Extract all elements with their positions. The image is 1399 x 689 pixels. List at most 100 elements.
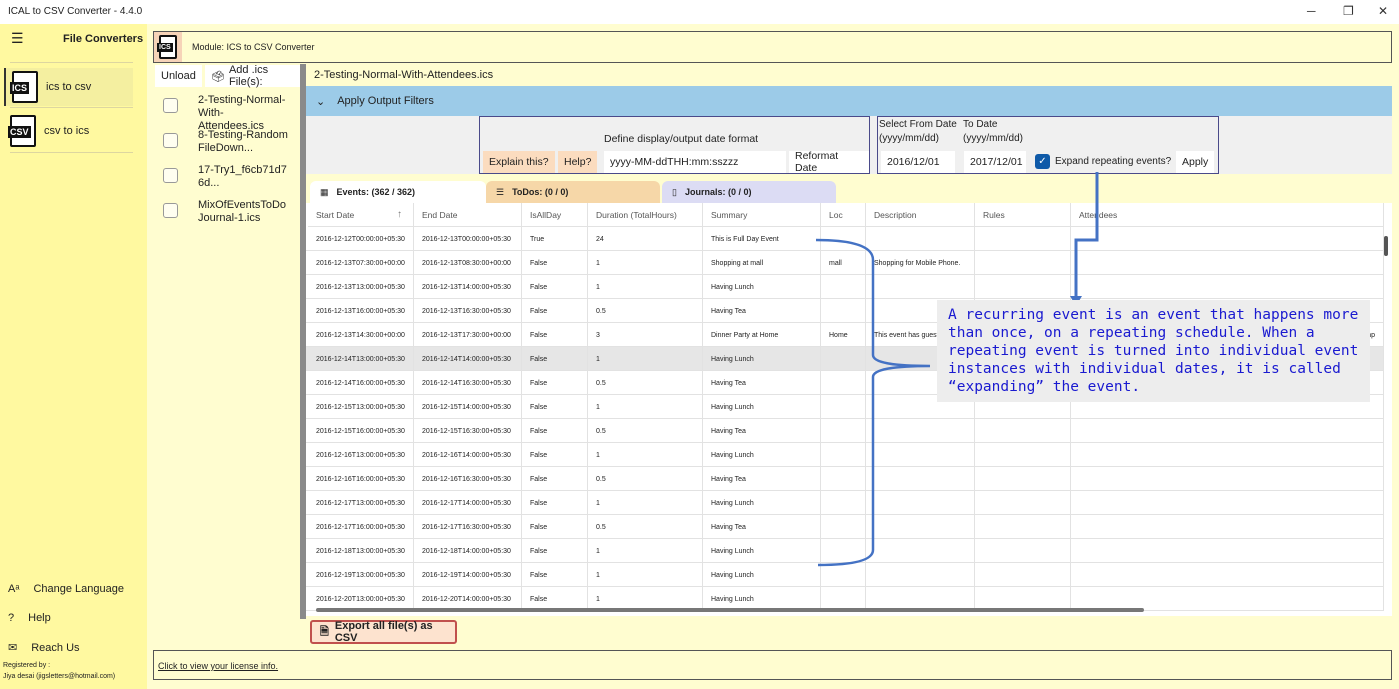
column-header[interactable]: Loc	[821, 203, 866, 227]
registered-label: Registered by :	[3, 662, 51, 669]
help-button[interactable]: Help?	[558, 151, 598, 173]
ics-module-icon: ICS	[157, 35, 177, 59]
apply-button[interactable]: Apply	[1176, 151, 1215, 173]
column-header[interactable]: Description	[866, 203, 975, 227]
column-header[interactable]: End Date	[414, 203, 522, 227]
table-cell: Dinner Party at Home	[703, 323, 821, 347]
table-cell: False	[522, 587, 588, 611]
table-row[interactable]: 2016-12-17T16:00:00+05:30 2016-12-17T16:3…	[306, 515, 1384, 539]
table-cell	[975, 587, 1071, 611]
table-cell: 0.5	[588, 299, 703, 323]
table-cell	[821, 491, 866, 515]
table-cell: 1	[588, 395, 703, 419]
sidebar-item-csv-to-ics[interactable]: CSV csv to ics	[4, 112, 133, 150]
from-date-label: Select From Date	[879, 119, 957, 130]
sidebar-item-ics-to-csv[interactable]: ICS ics to csv	[4, 68, 133, 106]
restore-button[interactable]: ❐	[1343, 4, 1354, 18]
table-cell: Having Lunch	[703, 563, 821, 587]
date-format-input[interactable]: yyyy-MM-ddTHH:mm:sszzz	[604, 151, 786, 173]
table-cell: 0.5	[588, 371, 703, 395]
table-cell	[821, 539, 866, 563]
license-link[interactable]: Click to view your license info.	[158, 661, 279, 671]
annotation-brace	[815, 238, 931, 567]
table-cell: Having Tea	[703, 371, 821, 395]
table-row[interactable]: 2016-12-13T13:00:00+05:30 2016-12-13T14:0…	[306, 275, 1384, 299]
table-cell: 2016-12-16T14:00:00+05:30	[414, 443, 522, 467]
change-language-button[interactable]: Aᵃ Change Language	[8, 583, 124, 595]
table-row[interactable]: 2016-12-15T13:00:00+05:30 2016-12-15T14:0…	[306, 395, 1384, 419]
file-item[interactable]: 2-Testing-Normal-With-Attendees.ics	[163, 94, 288, 133]
column-header[interactable]: Duration (TotalHours)	[588, 203, 703, 227]
file-checkbox[interactable]	[163, 168, 178, 183]
column-header[interactable]: Summary	[703, 203, 821, 227]
apply-output-filters-toggle[interactable]: ⌄ Apply Output Filters	[306, 86, 1392, 116]
table-cell	[866, 419, 975, 443]
panel-splitter[interactable]	[300, 64, 306, 619]
table-row[interactable]: 2016-12-13T07:30:00+00:00 2016-12-13T08:3…	[306, 251, 1384, 275]
ics-file-icon: ICS	[10, 71, 38, 103]
add-ics-files-button[interactable]: 🗳 Add .ics File(s):	[205, 64, 300, 88]
tab-todos[interactable]: ☰ ToDos: (0 / 0)	[486, 181, 660, 203]
module-title: Module: ICS to CSV Converter	[192, 42, 315, 52]
table-cell	[1071, 419, 1384, 443]
table-cell: Having Tea	[703, 299, 821, 323]
table-cell	[975, 395, 1071, 419]
table-row[interactable]: 2016-12-17T13:00:00+05:30 2016-12-17T14:0…	[306, 491, 1384, 515]
table-cell	[1071, 467, 1384, 491]
minimize-button[interactable]: ─	[1307, 4, 1316, 18]
file-item[interactable]: MixOfEventsToDoJournal-1.ics	[163, 199, 288, 225]
table-row[interactable]: 2016-12-16T13:00:00+05:30 2016-12-16T14:0…	[306, 443, 1384, 467]
table-cell	[821, 275, 866, 299]
table-row[interactable]: 2016-12-12T00:00:00+05:30 2016-12-13T00:0…	[306, 227, 1384, 251]
language-icon: Aᵃ	[8, 583, 20, 595]
vertical-scrollbar[interactable]	[1384, 236, 1388, 256]
table-cell	[821, 419, 866, 443]
table-cell	[866, 563, 975, 587]
table-cell	[1071, 443, 1384, 467]
table-cell: 2016-12-17T13:00:00+05:30	[308, 491, 414, 515]
column-header[interactable]: Rules	[975, 203, 1071, 227]
file-name: MixOfEventsToDoJournal-1.ics	[198, 199, 287, 224]
reach-us-button[interactable]: ✉ Reach Us	[8, 641, 80, 655]
file-name: 17-Try1_f6cb71d76d...	[198, 164, 287, 189]
horizontal-scrollbar[interactable]	[316, 608, 1144, 612]
table-cell	[1071, 587, 1384, 611]
file-checkbox[interactable]	[163, 133, 178, 148]
table-row[interactable]: 2016-12-14T16:00:00+05:30 2016-12-14T16:3…	[306, 371, 1384, 395]
file-checkbox[interactable]	[163, 98, 178, 113]
file-item[interactable]: 8-Testing-RandomFileDown...	[163, 129, 288, 155]
table-cell: 2016-12-12T00:00:00+05:30	[308, 227, 414, 251]
chevron-down-icon: ⌄	[316, 95, 326, 108]
sidebar-item-label: csv to ics	[44, 125, 90, 137]
column-header[interactable]: IsAllDay	[522, 203, 588, 227]
sort-ascending-icon[interactable]: ↑	[397, 209, 402, 220]
to-date-input[interactable]: 2017/12/01	[964, 151, 1026, 173]
table-row[interactable]: 2016-12-18T13:00:00+05:30 2016-12-18T14:0…	[306, 539, 1384, 563]
expand-repeating-checkbox[interactable]: ✓	[1035, 154, 1050, 169]
close-button[interactable]: ✕	[1378, 4, 1389, 18]
table-row[interactable]: 2016-12-19T13:00:00+05:30 2016-12-19T14:0…	[306, 563, 1384, 587]
column-header[interactable]: Start Date	[308, 203, 414, 227]
table-cell: 2016-12-20T13:00:00+05:30	[308, 587, 414, 611]
table-cell	[975, 515, 1071, 539]
table-cell: 2016-12-16T16:00:00+05:30	[308, 467, 414, 491]
explain-this-button[interactable]: Explain this?	[483, 151, 555, 173]
unload-button[interactable]: Unload	[155, 65, 202, 87]
table-cell	[975, 275, 1071, 299]
file-checkbox[interactable]	[163, 203, 178, 218]
help-button[interactable]: ? Help	[8, 612, 51, 624]
from-date-input[interactable]: 2016/12/01	[881, 151, 955, 173]
export-all-csv-button[interactable]: 🗎 Export all file(s) as CSV	[310, 620, 457, 644]
file-item[interactable]: 17-Try1_f6cb71d76d...	[163, 164, 288, 190]
tab-journals[interactable]: ▯ Journals: (0 / 0)	[662, 181, 836, 203]
table-cell	[1071, 371, 1384, 395]
table-cell	[821, 443, 866, 467]
table-cell	[821, 467, 866, 491]
table-row[interactable]: 2016-12-16T16:00:00+05:30 2016-12-16T16:3…	[306, 467, 1384, 491]
tab-events[interactable]: ▦ Events: (362 / 362)	[310, 181, 486, 203]
table-row[interactable]: 2016-12-15T16:00:00+05:30 2016-12-15T16:3…	[306, 419, 1384, 443]
reformat-date-button[interactable]: Reformat Date	[789, 150, 869, 174]
table-cell: 2016-12-13T14:00:00+05:30	[414, 275, 522, 299]
hamburger-menu-icon[interactable]: ☰	[11, 30, 24, 46]
module-header: ICS Module: ICS to CSV Converter	[153, 31, 1392, 63]
